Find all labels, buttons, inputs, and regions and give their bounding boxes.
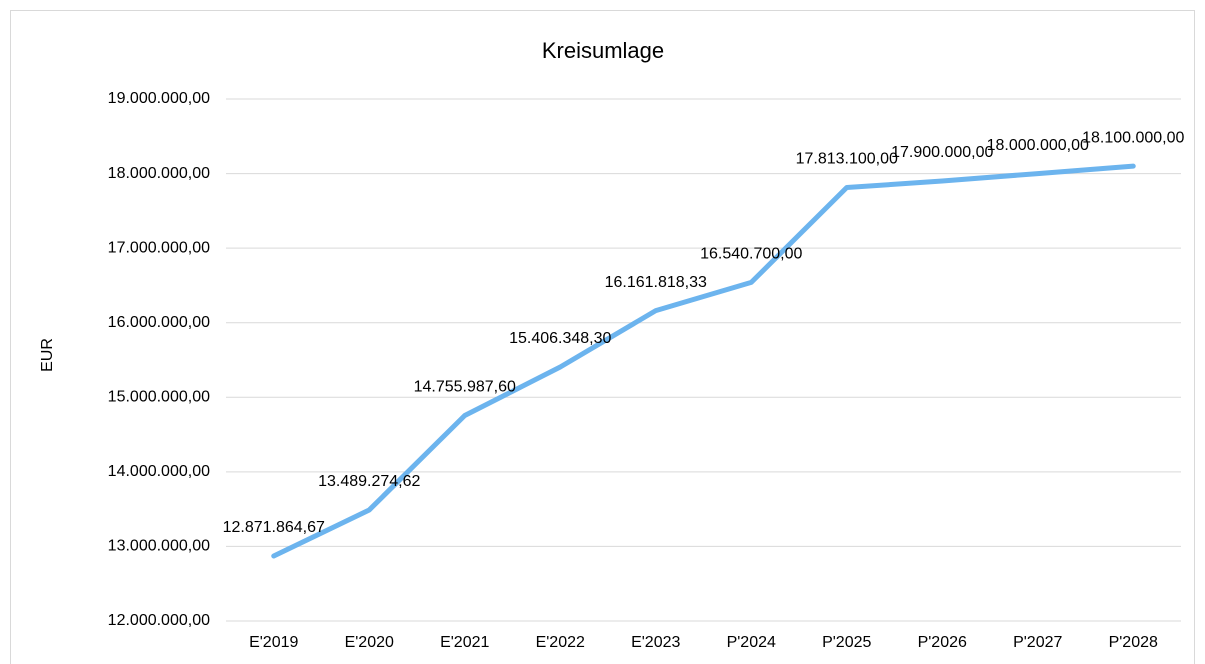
- data-label: 13.489.274,62: [318, 473, 420, 490]
- data-label: 17.900.000,00: [891, 144, 993, 161]
- data-label: 15.406.348,30: [509, 330, 611, 347]
- y-tick-label: 14.000.000,00: [108, 463, 210, 480]
- chart-frame: [10, 10, 1195, 664]
- x-tick-label: E'2019: [249, 634, 298, 651]
- y-tick-label: 15.000.000,00: [108, 389, 210, 406]
- data-line: [271, 163, 1136, 559]
- data-label: 18.000.000,00: [987, 137, 1089, 154]
- x-tick-label: P'2025: [822, 634, 871, 651]
- data-label: 12.871.864,67: [223, 519, 325, 536]
- x-tick-label: E'2023: [631, 634, 680, 651]
- y-tick-label: 19.000.000,00: [108, 90, 210, 107]
- y-tick-label: 16.000.000,00: [108, 314, 210, 331]
- data-label: 14.755.987,60: [414, 379, 516, 396]
- data-label: 18.100.000,00: [1082, 129, 1184, 146]
- x-tick-label: P'2026: [918, 634, 967, 651]
- y-tick-label: 13.000.000,00: [108, 538, 210, 555]
- x-tick-label: E'2022: [536, 634, 585, 651]
- y-tick-label: 12.000.000,00: [108, 612, 210, 629]
- x-tick-label: E'2020: [345, 634, 394, 651]
- x-tick-label: P'2028: [1109, 634, 1158, 651]
- x-tick-label: E'2021: [440, 634, 489, 651]
- data-label: 16.540.700,00: [700, 246, 802, 263]
- data-label: 17.813.100,00: [796, 151, 898, 168]
- y-axis-label: EUR: [39, 338, 56, 372]
- chart-title: Kreisumlage: [542, 38, 664, 63]
- y-tick-label: 18.000.000,00: [108, 165, 210, 182]
- x-tick-label: P'2024: [727, 634, 776, 651]
- data-label: 16.161.818,33: [605, 274, 707, 291]
- x-tick-label: P'2027: [1013, 634, 1062, 651]
- y-tick-label: 17.000.000,00: [108, 239, 210, 256]
